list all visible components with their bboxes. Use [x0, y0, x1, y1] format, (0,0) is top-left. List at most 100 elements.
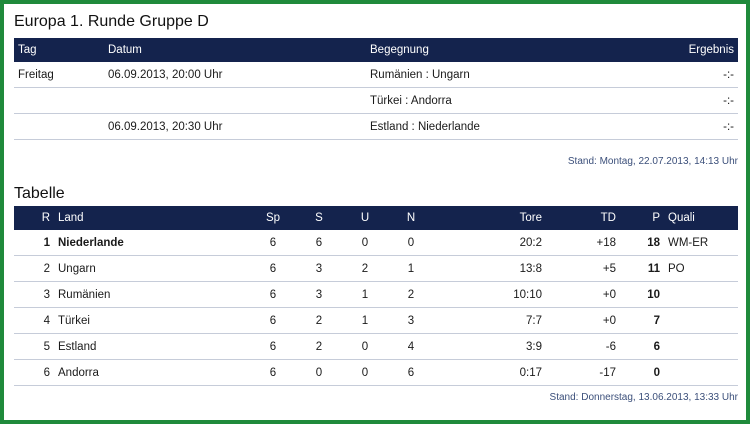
header-u: U — [342, 206, 388, 230]
rank: 3 — [14, 281, 54, 308]
match-ergebnis: -:- — [606, 87, 738, 114]
match-row: 06.09.2013, 20:30 Uhr Estland : Niederla… — [14, 113, 738, 140]
goal-difference: +0 — [546, 281, 620, 308]
losses: 1 — [388, 255, 434, 282]
group-title: Europa 1. Runde Gruppe D — [14, 13, 209, 30]
rank: 6 — [14, 359, 54, 386]
losses: 3 — [388, 307, 434, 334]
header-sp: Sp — [250, 206, 296, 230]
games-played: 6 — [250, 333, 296, 360]
standings-header-row: R Land Sp S U N Tore TD P Quali — [14, 206, 738, 230]
points: 0 — [620, 359, 664, 386]
header-p: P — [620, 206, 664, 230]
header-s: S — [296, 206, 342, 230]
standings-stand-timestamp: Stand: Donnerstag, 13.06.2013, 13:33 Uhr — [549, 392, 738, 403]
goals: 0:17 — [434, 359, 546, 386]
goal-difference: +0 — [546, 307, 620, 334]
draws: 0 — [342, 230, 388, 256]
points: 10 — [620, 281, 664, 308]
header-tore: Tore — [434, 206, 546, 230]
qualification — [664, 281, 738, 308]
draws: 1 — [342, 307, 388, 334]
games-played: 6 — [250, 230, 296, 256]
goals: 20:2 — [434, 230, 546, 256]
losses: 6 — [388, 359, 434, 386]
header-ergebnis: Ergebnis — [606, 38, 738, 62]
match-row: Türkei : Andorra -:- — [14, 87, 738, 114]
games-played: 6 — [250, 255, 296, 282]
header-td: TD — [546, 206, 620, 230]
draws: 1 — [342, 281, 388, 308]
header-n: N — [388, 206, 434, 230]
team-name: Andorra — [54, 359, 250, 386]
team-name: Estland — [54, 333, 250, 360]
draws: 0 — [342, 359, 388, 386]
standings-title: Tabelle — [14, 185, 65, 202]
goal-difference: +5 — [546, 255, 620, 282]
goal-difference: -17 — [546, 359, 620, 386]
wins: 2 — [296, 307, 342, 334]
header-tag: Tag — [14, 38, 104, 62]
wins: 6 — [296, 230, 342, 256]
widget-content: Europa 1. Runde Gruppe D Tag Datum Begeg… — [14, 12, 738, 403]
table-row: 5 Estland 6 2 0 4 3:9 -6 6 — [14, 333, 738, 360]
match-ergebnis: -:- — [606, 113, 738, 140]
rank: 1 — [14, 230, 54, 256]
standings-table: R Land Sp S U N Tore TD P Quali 1 Nieder… — [14, 206, 738, 386]
match-row: Freitag 06.09.2013, 20:00 Uhr Rumänien :… — [14, 62, 738, 88]
match-datum: 06.09.2013, 20:30 Uhr — [104, 113, 366, 140]
team-name: Ungarn — [54, 255, 250, 282]
team-name: Niederlande — [54, 230, 250, 256]
goals: 13:8 — [434, 255, 546, 282]
header-datum: Datum — [104, 38, 366, 62]
header-r: R — [14, 206, 54, 230]
match-tag — [14, 113, 104, 140]
losses: 2 — [388, 281, 434, 308]
goals: 7:7 — [434, 307, 546, 334]
match-datum — [104, 87, 366, 114]
match-tag: Freitag — [14, 62, 104, 88]
table-row: 6 Andorra 6 0 0 6 0:17 -17 0 — [14, 359, 738, 386]
qualification: PO — [664, 255, 738, 282]
team-name: Türkei — [54, 307, 250, 334]
table-row: 3 Rumänien 6 3 1 2 10:10 +0 10 — [14, 281, 738, 308]
qualification: WM-ER — [664, 230, 738, 256]
team-name: Rumänien — [54, 281, 250, 308]
wins: 3 — [296, 255, 342, 282]
goals: 10:10 — [434, 281, 546, 308]
match-tag — [14, 87, 104, 114]
rank: 5 — [14, 333, 54, 360]
match-begegnung: Estland : Niederlande — [366, 113, 606, 140]
losses: 4 — [388, 333, 434, 360]
header-land: Land — [54, 206, 250, 230]
match-begegnung: Rumänien : Ungarn — [366, 62, 606, 88]
header-begegnung: Begegnung — [366, 38, 606, 62]
goal-difference: +18 — [546, 230, 620, 256]
qualification — [664, 359, 738, 386]
points: 6 — [620, 333, 664, 360]
points: 11 — [620, 255, 664, 282]
draws: 0 — [342, 333, 388, 360]
rank: 4 — [14, 307, 54, 334]
games-played: 6 — [250, 281, 296, 308]
table-row: 4 Türkei 6 2 1 3 7:7 +0 7 — [14, 307, 738, 334]
match-ergebnis: -:- — [606, 62, 738, 88]
rank: 2 — [14, 255, 54, 282]
table-row: 1 Niederlande 6 6 0 0 20:2 +18 18 WM-ER — [14, 230, 738, 256]
fixtures-table: Tag Datum Begegnung Ergebnis Freitag 06.… — [14, 38, 738, 140]
points: 7 — [620, 307, 664, 334]
wins: 2 — [296, 333, 342, 360]
fixtures-stand-timestamp: Stand: Montag, 22.07.2013, 14:13 Uhr — [567, 156, 738, 167]
wins: 3 — [296, 281, 342, 308]
games-played: 6 — [250, 307, 296, 334]
goal-difference: -6 — [546, 333, 620, 360]
match-begegnung: Türkei : Andorra — [366, 87, 606, 114]
qualification — [664, 333, 738, 360]
goals: 3:9 — [434, 333, 546, 360]
fixtures-header-row: Tag Datum Begegnung Ergebnis — [14, 38, 738, 62]
header-quali: Quali — [664, 206, 738, 230]
points: 18 — [620, 230, 664, 256]
table-row: 2 Ungarn 6 3 2 1 13:8 +5 11 PO — [14, 255, 738, 282]
wins: 0 — [296, 359, 342, 386]
